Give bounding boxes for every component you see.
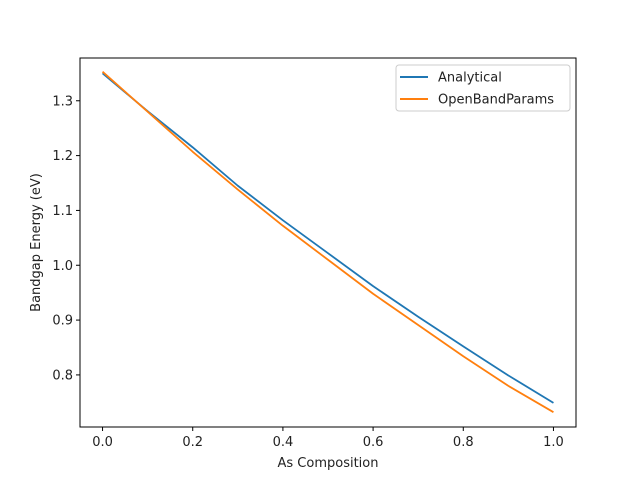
- x-axis-label: As Composition: [278, 456, 379, 471]
- series-layer: [101, 71, 554, 413]
- legend-label-openbandparams: OpenBandParams: [438, 93, 554, 108]
- axes-frame: [79, 57, 577, 428]
- legend: Analytical OpenBandParams: [395, 64, 571, 112]
- y-tick-label: 1.2: [52, 149, 73, 164]
- y-tick-label: 1.1: [52, 204, 73, 219]
- x-axis-ticks: 0.0 0.2 0.4 0.6 0.8 1.0: [92, 427, 564, 450]
- series-line-openbandparams: [101, 71, 554, 413]
- x-tick-label: 0.2: [182, 435, 203, 450]
- legend-label-analytical: Analytical: [438, 71, 502, 86]
- y-axis-ticks: 0.8 0.9 1.0 1.1 1.2 1.3: [52, 94, 80, 383]
- x-tick-label: 0.6: [363, 435, 384, 450]
- x-tick-label: 0.8: [453, 435, 474, 450]
- y-tick-label: 1.3: [52, 94, 73, 109]
- x-tick-label: 0.4: [273, 435, 294, 450]
- series-line-analytical: [101, 72, 554, 404]
- y-tick-label: 0.8: [52, 368, 73, 383]
- legend-box: [395, 64, 571, 112]
- x-tick-label: 1.0: [543, 435, 564, 450]
- y-tick-label: 0.9: [52, 314, 73, 329]
- y-tick-label: 1.0: [52, 259, 73, 274]
- x-tick-label: 0.0: [92, 435, 113, 450]
- y-axis-label: Bandgap Energy (eV): [29, 173, 44, 312]
